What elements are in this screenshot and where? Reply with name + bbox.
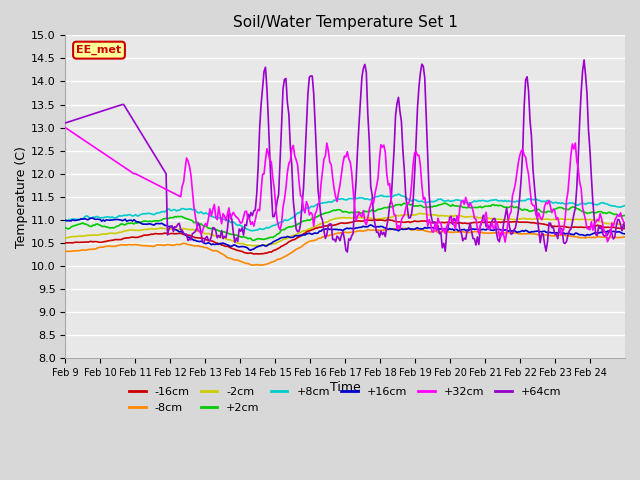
Legend: -16cm, -8cm, -2cm, +2cm, +8cm, +16cm, +32cm, +64cm: -16cm, -8cm, -2cm, +2cm, +8cm, +16cm, +3…: [125, 383, 566, 417]
Title: Soil/Water Temperature Set 1: Soil/Water Temperature Set 1: [233, 15, 458, 30]
Text: EE_met: EE_met: [76, 45, 122, 55]
Y-axis label: Temperature (C): Temperature (C): [15, 146, 28, 248]
X-axis label: Time: Time: [330, 381, 360, 394]
